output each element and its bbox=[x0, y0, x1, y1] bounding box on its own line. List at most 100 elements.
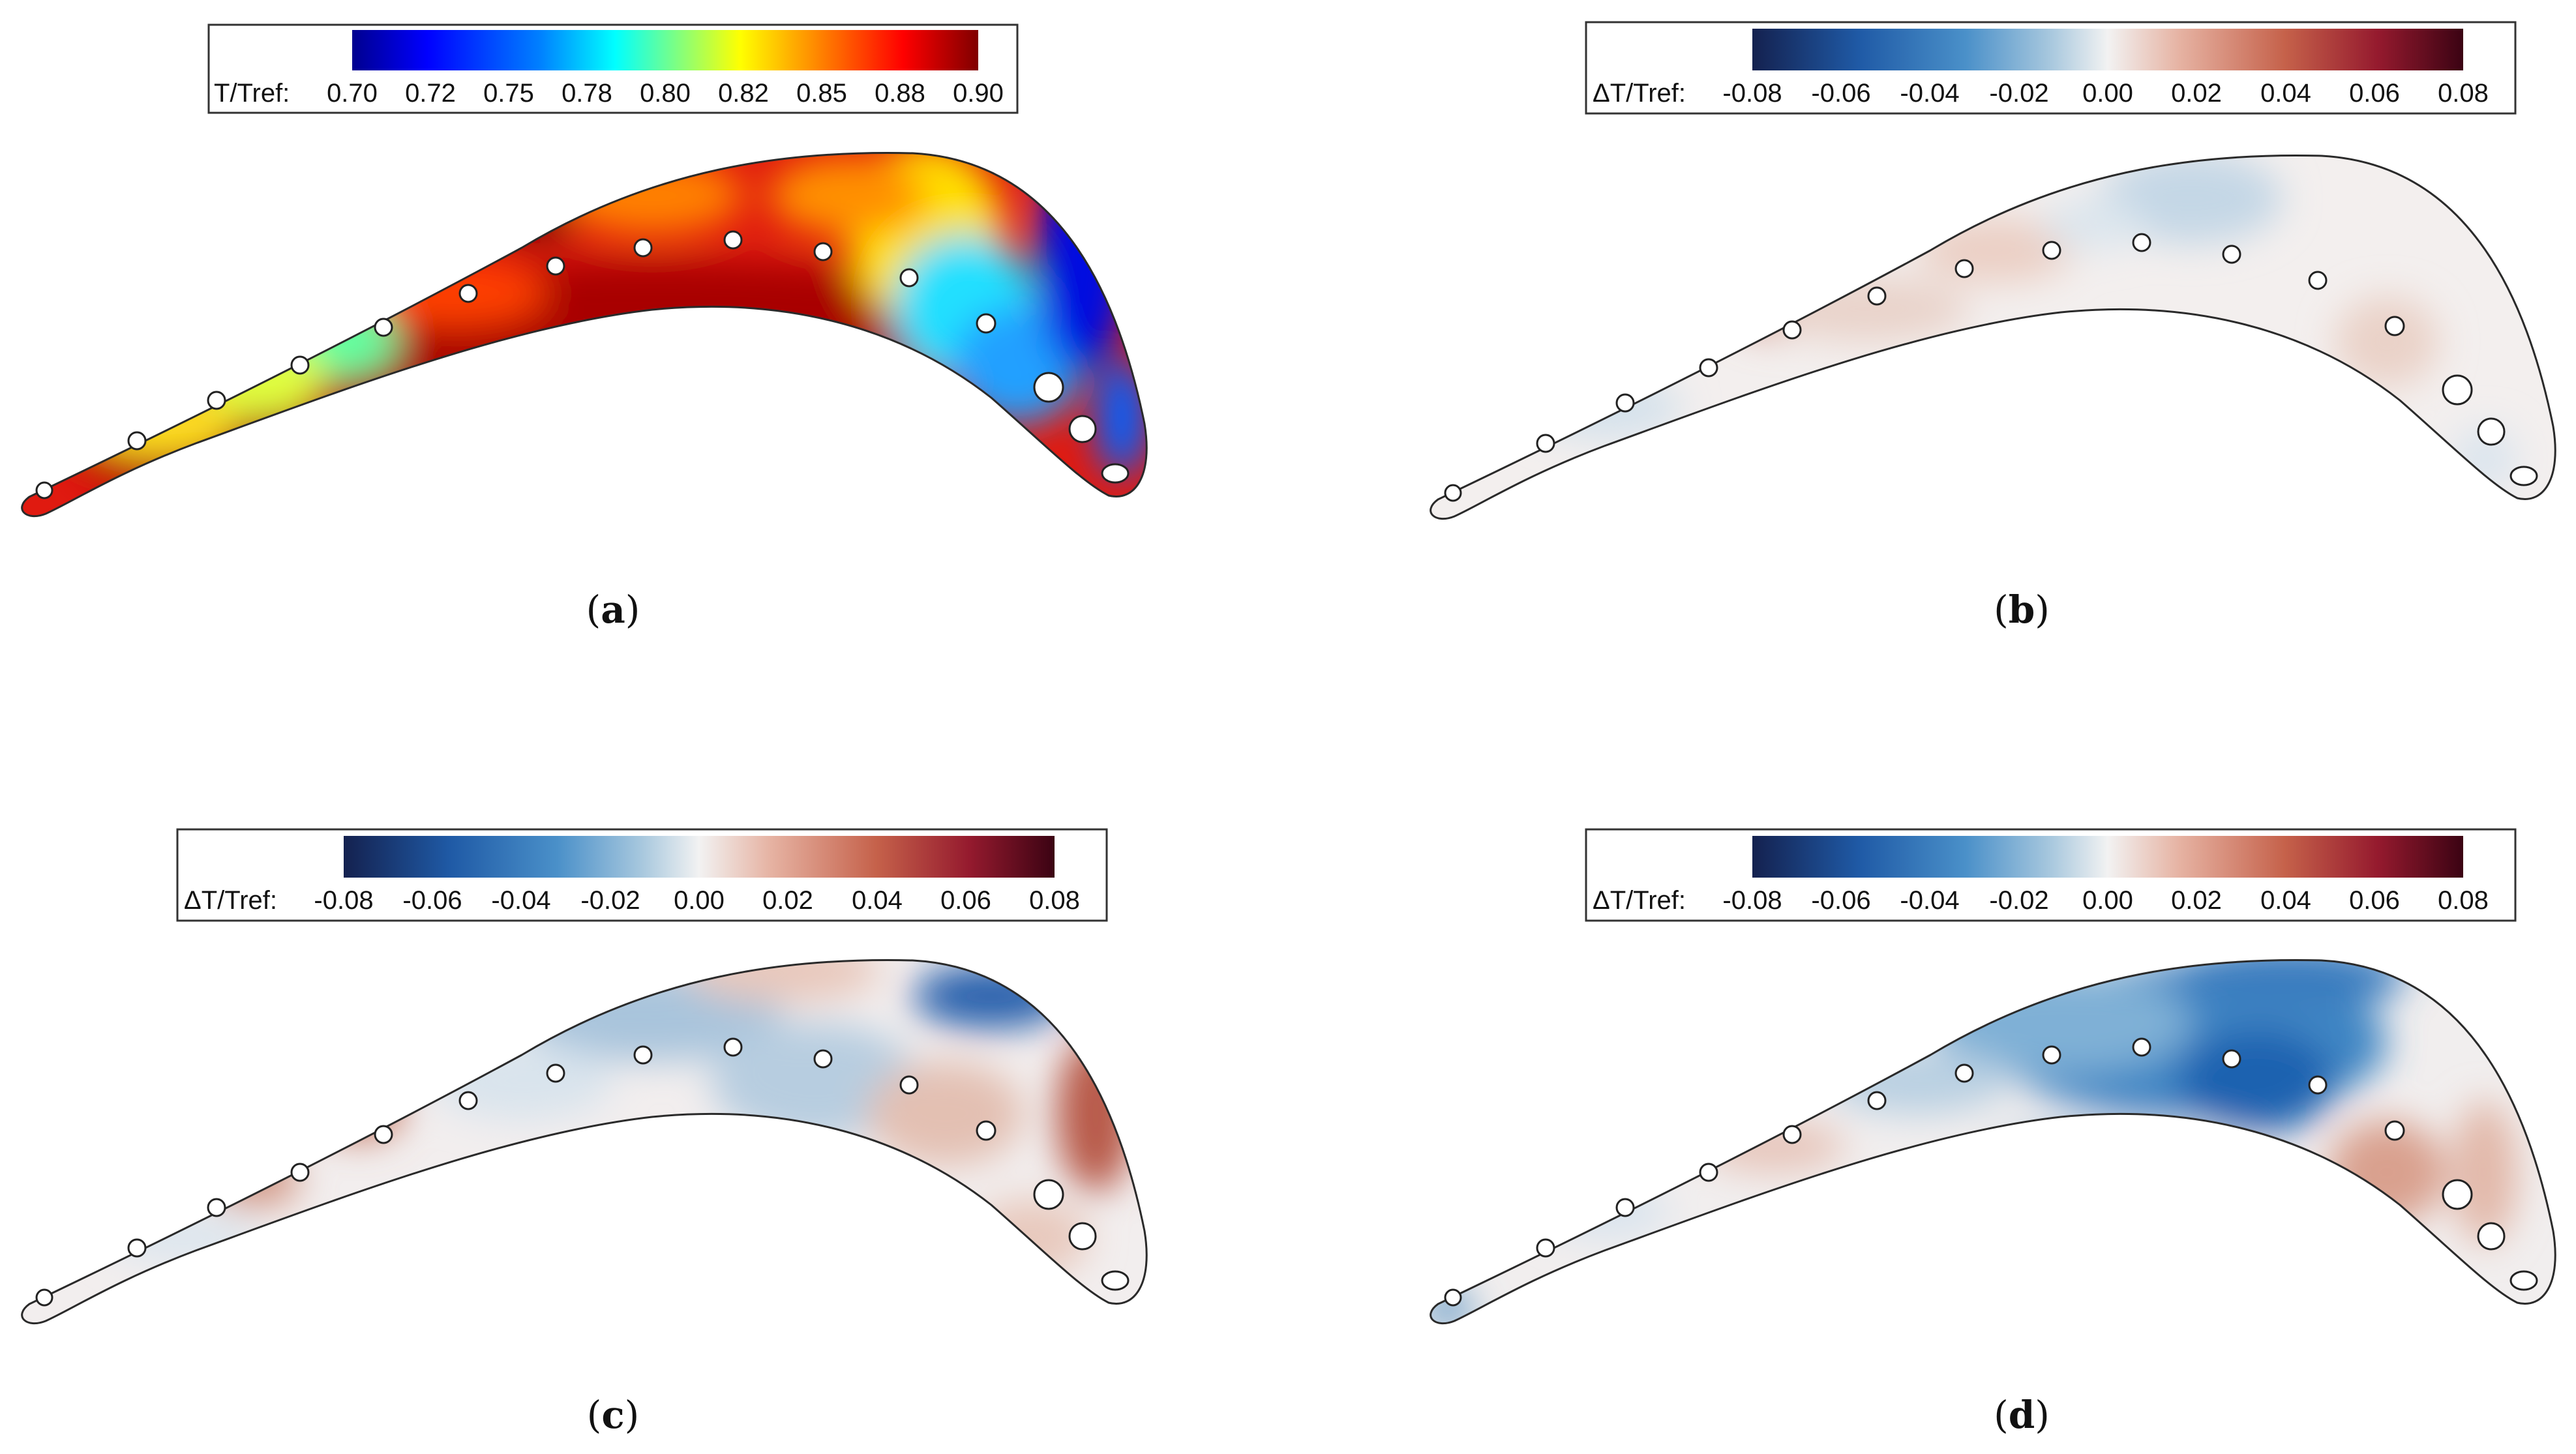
cooling-hole bbox=[633, 1045, 653, 1065]
cooling-hole bbox=[1954, 259, 1974, 278]
cooling-hole bbox=[2042, 241, 2061, 260]
cooling-hole bbox=[1536, 1238, 1555, 1258]
cooling-hole bbox=[2384, 316, 2405, 336]
colorbar-gradient bbox=[1752, 29, 2463, 70]
colorbar-tick: -0.08 bbox=[1722, 79, 1782, 108]
colorbar-tick: -0.04 bbox=[491, 886, 550, 915]
cooling-hole bbox=[1033, 1179, 1064, 1210]
cooling-hole bbox=[1782, 1125, 1802, 1144]
cooling-hole bbox=[1444, 1288, 1462, 1307]
cooling-holes bbox=[35, 230, 1130, 499]
colorbar-tick: 0.00 bbox=[674, 886, 725, 915]
colorbar-tick: 0.06 bbox=[2349, 886, 2400, 915]
colorbar-d: ΔT/Tref: -0.08 -0.06 -0.04 -0.02 0.00 0.… bbox=[1585, 828, 2517, 922]
cooling-hole bbox=[976, 313, 996, 334]
colorbar-ticks: -0.08 -0.06 -0.04 -0.02 0.00 0.02 0.04 0… bbox=[1722, 886, 2489, 915]
cooling-hole bbox=[290, 1163, 310, 1182]
colorbar-name: ΔT/Tref: bbox=[1593, 79, 1686, 108]
colorbar-c: ΔT/Tref: -0.08 -0.06 -0.04 -0.02 0.00 0.… bbox=[176, 828, 1108, 922]
cooling-hole bbox=[1615, 1198, 1635, 1217]
colorbar-tick: 0.88 bbox=[875, 79, 925, 108]
colorbar-tick: 0.80 bbox=[640, 79, 691, 108]
cooling-hole bbox=[127, 1238, 147, 1258]
cooling-holes bbox=[1444, 1037, 2538, 1307]
cooling-hole bbox=[2132, 233, 2151, 252]
colorbar-tick: 0.02 bbox=[2171, 886, 2222, 915]
cooling-hole bbox=[1444, 484, 1462, 502]
colorbar-tick: -0.06 bbox=[402, 886, 462, 915]
colorbar-ticks: 0.70 0.72 0.75 0.78 0.80 0.82 0.85 0.88 … bbox=[327, 79, 1004, 108]
cooling-hole bbox=[2442, 374, 2473, 406]
colorbar-tick: 0.82 bbox=[718, 79, 769, 108]
colorbar-tick: 0.90 bbox=[953, 79, 1004, 108]
cooling-hole bbox=[633, 238, 653, 258]
cooling-hole bbox=[1101, 463, 1130, 484]
cooling-hole bbox=[127, 431, 147, 451]
panel-b: ΔT/Tref: -0.08 -0.06 -0.04 -0.02 0.00 0.… bbox=[1430, 21, 2556, 632]
colorbar-tick: 0.06 bbox=[2349, 79, 2400, 108]
cooling-hole bbox=[290, 355, 310, 375]
colorbar-tick: 0.08 bbox=[1029, 886, 1080, 915]
panel-c: ΔT/Tref: -0.08 -0.06 -0.04 -0.02 0.00 0.… bbox=[21, 828, 1148, 1437]
subfigure-label-a: (a) bbox=[586, 587, 640, 632]
cooling-hole bbox=[2509, 466, 2538, 486]
cooling-hole bbox=[458, 284, 478, 303]
cooling-hole bbox=[2384, 1120, 2405, 1141]
cooling-hole bbox=[1867, 286, 1887, 306]
cooling-hole bbox=[723, 1037, 743, 1057]
colorbar-tick: 0.78 bbox=[562, 79, 612, 108]
cooling-hole bbox=[1954, 1063, 1974, 1083]
colorbar-tick: -0.02 bbox=[580, 886, 640, 915]
colorbar-name: ΔT/Tref: bbox=[184, 886, 277, 915]
cooling-hole bbox=[2477, 1222, 2506, 1251]
cooling-hole bbox=[1068, 1222, 1097, 1251]
cooling-holes bbox=[1444, 233, 2538, 502]
cooling-hole bbox=[1068, 415, 1097, 443]
cooling-hole bbox=[207, 391, 226, 410]
colorbar-tick: 0.00 bbox=[2082, 79, 2133, 108]
cooling-hole bbox=[1101, 1270, 1130, 1291]
cooling-hole bbox=[2222, 245, 2241, 264]
colorbar-gradient bbox=[1752, 836, 2463, 878]
colorbar-tick: 0.02 bbox=[2171, 79, 2222, 108]
colorbar-tick: 0.72 bbox=[405, 79, 456, 108]
colorbar-tick: 0.85 bbox=[796, 79, 847, 108]
colorbar-tick: 0.06 bbox=[940, 886, 991, 915]
colorbar-tick: 0.08 bbox=[2438, 79, 2489, 108]
panel-a: T/Tref: 0.70 0.72 0.75 0.78 0.80 0.82 0.… bbox=[21, 23, 1148, 632]
colorbar-tick: -0.02 bbox=[1989, 886, 2048, 915]
cooling-hole bbox=[2132, 1037, 2151, 1057]
cooling-hole bbox=[374, 318, 393, 337]
cooling-hole bbox=[35, 481, 53, 499]
colorbar-tick: 0.04 bbox=[852, 886, 903, 915]
cooling-hole bbox=[2308, 1075, 2328, 1095]
colorbar-gradient bbox=[352, 30, 978, 70]
cooling-hole bbox=[2509, 1270, 2538, 1291]
cooling-hole bbox=[1536, 434, 1555, 453]
cooling-hole bbox=[1699, 358, 1718, 378]
blade-b bbox=[1430, 154, 2556, 520]
colorbar-tick: 0.04 bbox=[2260, 79, 2311, 108]
colorbar-tick: -0.02 bbox=[1989, 79, 2048, 108]
colorbar-tick: 0.02 bbox=[762, 886, 813, 915]
cooling-hole bbox=[1033, 372, 1064, 403]
blade-d bbox=[1430, 958, 2556, 1325]
colorbar-tick: 0.08 bbox=[2438, 886, 2489, 915]
colorbar-tick: 0.04 bbox=[2260, 886, 2311, 915]
colorbar-tick: 0.75 bbox=[483, 79, 534, 108]
colorbar-tick: -0.04 bbox=[1900, 886, 1959, 915]
cooling-hole bbox=[2477, 417, 2506, 446]
colorbar-name: T/Tref: bbox=[214, 79, 290, 108]
blade-a bbox=[21, 151, 1148, 518]
colorbar-tick: 0.00 bbox=[2082, 886, 2133, 915]
cooling-hole bbox=[2442, 1179, 2473, 1210]
cooling-hole bbox=[723, 230, 743, 250]
colorbar-tick: -0.06 bbox=[1811, 79, 1870, 108]
blade-c bbox=[21, 958, 1148, 1325]
colorbar-tick: -0.08 bbox=[1722, 886, 1782, 915]
cooling-hole bbox=[1782, 320, 1802, 340]
cooling-hole bbox=[813, 242, 833, 261]
cooling-hole bbox=[374, 1125, 393, 1144]
colorbar-name: ΔT/Tref: bbox=[1593, 886, 1686, 915]
